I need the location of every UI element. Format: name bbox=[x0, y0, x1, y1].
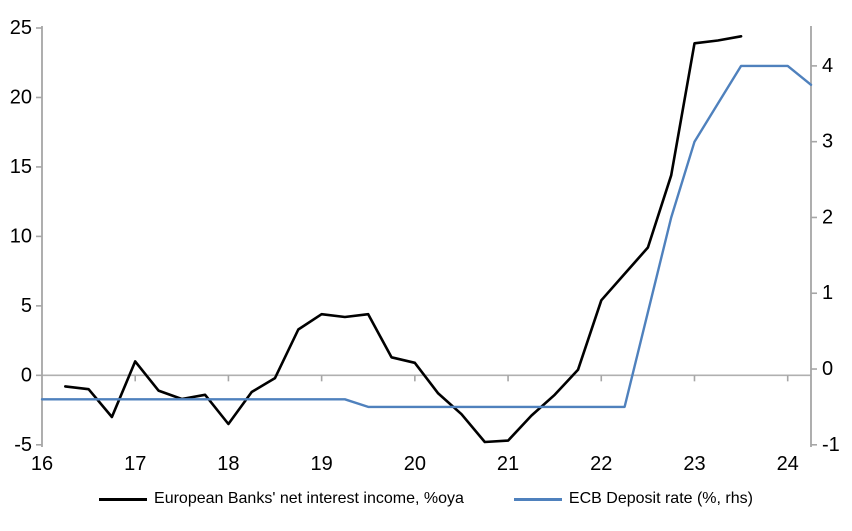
x-tick-label: 18 bbox=[217, 453, 239, 475]
legend: European Banks' net interest income, %oy… bbox=[0, 490, 852, 508]
x-tick-label: 20 bbox=[404, 453, 426, 475]
left-tick-label: 0 bbox=[21, 364, 32, 386]
right-tick-label: 2 bbox=[822, 206, 833, 228]
right-tick-label: 0 bbox=[822, 358, 833, 380]
legend-item-nii: European Banks' net interest income, %oy… bbox=[99, 490, 464, 508]
right-tick-label: 4 bbox=[822, 55, 833, 77]
x-tick-label: 24 bbox=[777, 453, 799, 475]
legend-item-ecb: ECB Deposit rate (%, rhs) bbox=[513, 490, 753, 508]
left-tick-label: 15 bbox=[10, 156, 32, 178]
x-tick-label: 21 bbox=[497, 453, 519, 475]
right-tick-label: -1 bbox=[822, 434, 840, 456]
x-tick-label: 23 bbox=[683, 453, 705, 475]
left-tick-label: -5 bbox=[14, 434, 32, 456]
x-tick-label: 22 bbox=[590, 453, 612, 475]
blue-line-sample bbox=[513, 497, 562, 501]
left-tick-label: 25 bbox=[10, 17, 32, 39]
x-tick-label: 19 bbox=[311, 453, 333, 475]
black-line-sample bbox=[99, 497, 148, 501]
x-tick-label: 16 bbox=[31, 453, 53, 475]
left-tick-label: 20 bbox=[10, 86, 32, 108]
legend-label-nii: European Banks' net interest income, %oy… bbox=[154, 490, 464, 507]
right-tick-label: 1 bbox=[822, 282, 833, 304]
left-tick-label: 10 bbox=[10, 225, 32, 247]
left-tick-label: 5 bbox=[21, 295, 32, 317]
series-line-ecb-deposit-rate bbox=[40, 64, 813, 409]
x-tick-label: 17 bbox=[124, 453, 146, 475]
legend-label-ecb: ECB Deposit rate (%, rhs) bbox=[568, 490, 753, 507]
series-line-net-interest-income bbox=[64, 34, 743, 444]
right-tick-label: 3 bbox=[822, 131, 833, 153]
